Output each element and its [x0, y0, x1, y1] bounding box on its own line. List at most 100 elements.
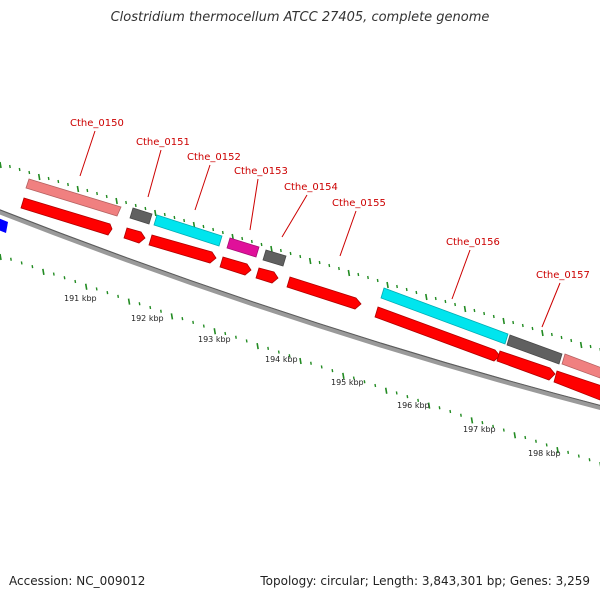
tick-mark	[212, 227, 215, 232]
gene-leader-line	[79, 130, 96, 177]
cog-bar-cthe-0152[interactable]	[153, 214, 223, 247]
tick-mark	[384, 387, 388, 394]
cds-arrow[interactable]	[148, 234, 217, 264]
tick-mark	[328, 263, 331, 268]
cog-bar-cthe-0150[interactable]	[561, 353, 600, 379]
tick-mark	[550, 332, 553, 337]
cog-bar-cthe-0157[interactable]	[506, 334, 563, 365]
tick-mark	[105, 194, 108, 199]
tick-mark	[318, 260, 321, 265]
cds-arrow[interactable]	[286, 276, 362, 310]
tick-mark	[86, 188, 89, 193]
map-title: Clostridium thermocellum ATCC 27405, com…	[110, 10, 490, 25]
cds-arrow[interactable]	[219, 256, 252, 276]
tick-mark	[20, 261, 23, 265]
left-feature-arrow[interactable]	[0, 218, 8, 233]
tick-mark	[170, 313, 174, 320]
tick-mark	[42, 268, 45, 275]
tick-mark	[125, 200, 127, 205]
tick-mark	[183, 218, 186, 223]
tick-mark	[52, 272, 55, 276]
tick-mark	[202, 224, 205, 229]
tick-mark	[513, 432, 517, 439]
tick-mark	[463, 305, 467, 313]
gene-labels: Cthe_0150 Cthe_0151 Cthe_0152 Cthe_0153 Cthe…	[70, 118, 590, 328]
tick-mark	[235, 335, 237, 339]
tick-mark	[417, 398, 420, 402]
tick-mark	[0, 161, 2, 169]
gene-label-cthe-0150[interactable]: Cthe_0150	[70, 118, 124, 129]
tick-mark	[224, 331, 227, 336]
tick-mark	[127, 298, 131, 305]
tick-mark	[579, 341, 583, 349]
cog-bar-cthe-0150[interactable]	[25, 178, 122, 217]
gene-label-cthe-0155[interactable]: Cthe_0155	[332, 198, 386, 209]
tick-mark	[492, 424, 495, 428]
tick-mark	[331, 369, 334, 373]
tick-mark	[74, 279, 77, 284]
tick-mark	[0, 253, 2, 261]
tick-mark	[560, 335, 563, 340]
inner-tick-row	[0, 253, 600, 467]
tick-mark	[154, 209, 157, 217]
outer-tick-row	[0, 161, 600, 352]
tick-mark	[245, 339, 248, 343]
tick-mark	[415, 290, 418, 295]
gene-label-cthe-0154[interactable]: Cthe_0154	[284, 182, 338, 193]
tick-mark	[589, 344, 592, 349]
tick-mark	[260, 242, 263, 247]
cds-arrow[interactable]	[123, 227, 146, 244]
cds-arrows	[20, 197, 600, 401]
cds-arrow[interactable]	[255, 267, 279, 284]
kbp-label: 194 kbp	[265, 355, 298, 364]
gene-label-cthe-0156[interactable]: Cthe_0156	[446, 237, 500, 248]
tick-mark	[545, 443, 548, 447]
tick-mark	[288, 354, 291, 358]
tick-mark	[267, 346, 270, 350]
tick-mark	[342, 372, 345, 379]
tick-mark	[460, 413, 462, 417]
tick-mark	[173, 215, 176, 220]
cds-arrow[interactable]	[496, 350, 556, 381]
tick-mark	[556, 447, 559, 454]
tick-mark	[115, 197, 118, 205]
cds-arrow[interactable]	[553, 370, 600, 401]
gene-label-cthe-0151[interactable]: Cthe_0151	[136, 137, 190, 148]
tick-mark	[347, 269, 351, 277]
tick-mark	[47, 176, 50, 181]
cog-bar-cthe-0154[interactable]	[262, 249, 287, 267]
tick-mark	[367, 275, 369, 280]
cds-arrow[interactable]	[374, 306, 501, 362]
tick-mark	[160, 309, 162, 313]
cog-bar-cthe-0156[interactable]	[380, 287, 509, 345]
cog-bar-cthe-0151[interactable]	[129, 207, 153, 225]
gene-label-cthe-0153[interactable]: Cthe_0153	[234, 166, 288, 177]
gene-label-cthe-0152[interactable]: Cthe_0152	[187, 152, 241, 163]
tick-mark	[481, 421, 484, 425]
tick-mark	[96, 191, 98, 196]
tick-mark	[396, 284, 398, 289]
gene-label-cthe-0157[interactable]: Cthe_0157	[536, 270, 590, 281]
tick-mark	[76, 185, 80, 193]
gene-leader-line	[541, 282, 561, 328]
tick-mark	[512, 320, 515, 325]
tick-mark	[406, 395, 409, 399]
gene-leader-line	[451, 249, 471, 300]
tick-mark	[521, 323, 524, 328]
cog-bar-cthe-0153[interactable]	[226, 237, 260, 258]
tick-mark	[163, 212, 166, 217]
cds-arrow[interactable]	[20, 197, 113, 236]
tick-mark	[117, 294, 120, 298]
tick-mark	[299, 254, 302, 259]
tick-mark	[449, 409, 452, 414]
tick-mark	[502, 428, 505, 432]
tick-mark	[492, 314, 495, 319]
kbp-label: 193 kbp	[198, 335, 231, 344]
topology-text: Topology: circular; Length: 3,843,301 bp…	[260, 574, 590, 588]
tick-mark	[438, 406, 441, 410]
tick-mark	[386, 281, 389, 289]
tick-mark	[299, 357, 302, 365]
tick-mark	[454, 302, 457, 307]
kbp-label: 191 kbp	[64, 294, 97, 303]
